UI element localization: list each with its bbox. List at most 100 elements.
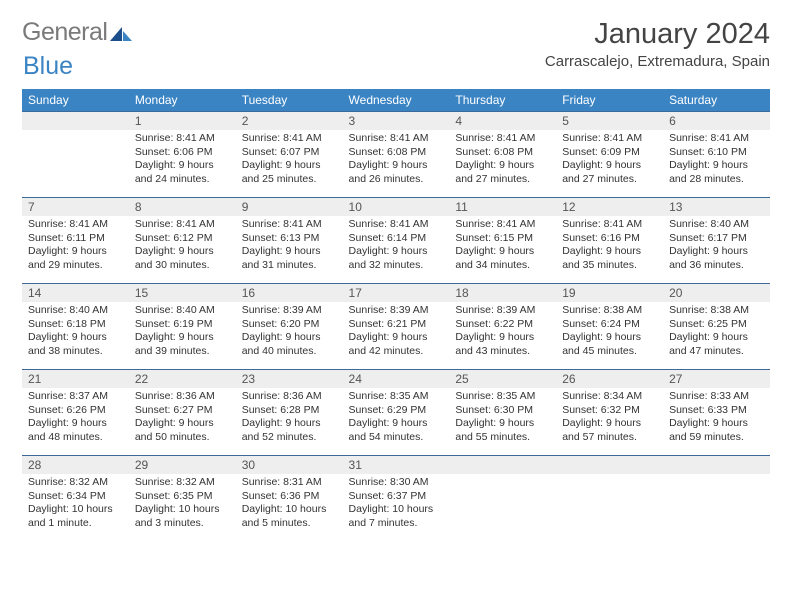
sunset-text: Sunset: 6:14 PM (349, 232, 444, 246)
sunset-text: Sunset: 6:17 PM (669, 232, 764, 246)
day-details: Sunrise: 8:38 AMSunset: 6:25 PMDaylight:… (663, 302, 770, 363)
sunset-text: Sunset: 6:19 PM (135, 318, 230, 332)
sunrise-text: Sunrise: 8:39 AM (349, 304, 444, 318)
day-details: Sunrise: 8:33 AMSunset: 6:33 PMDaylight:… (663, 388, 770, 449)
sunrise-text: Sunrise: 8:40 AM (669, 218, 764, 232)
day-details: Sunrise: 8:39 AMSunset: 6:21 PMDaylight:… (343, 302, 450, 363)
calendar-cell: 19Sunrise: 8:38 AMSunset: 6:24 PMDayligh… (556, 283, 663, 369)
calendar-cell: 28Sunrise: 8:32 AMSunset: 6:34 PMDayligh… (22, 455, 129, 541)
calendar-cell: 7Sunrise: 8:41 AMSunset: 6:11 PMDaylight… (22, 197, 129, 283)
calendar-cell: 2Sunrise: 8:41 AMSunset: 6:07 PMDaylight… (236, 111, 343, 197)
sunrise-text: Sunrise: 8:41 AM (669, 132, 764, 146)
calendar-cell: 24Sunrise: 8:35 AMSunset: 6:29 PMDayligh… (343, 369, 450, 455)
sunrise-text: Sunrise: 8:41 AM (349, 132, 444, 146)
day-details: Sunrise: 8:41 AMSunset: 6:14 PMDaylight:… (343, 216, 450, 277)
day-details: Sunrise: 8:41 AMSunset: 6:13 PMDaylight:… (236, 216, 343, 277)
sunset-text: Sunset: 6:18 PM (28, 318, 123, 332)
daylight-text: Daylight: 9 hours and 52 minutes. (242, 417, 337, 444)
sunset-text: Sunset: 6:12 PM (135, 232, 230, 246)
calendar-cell: 26Sunrise: 8:34 AMSunset: 6:32 PMDayligh… (556, 369, 663, 455)
daylight-text: Daylight: 9 hours and 55 minutes. (455, 417, 550, 444)
sunset-text: Sunset: 6:09 PM (562, 146, 657, 160)
day-number (556, 455, 663, 474)
day-details: Sunrise: 8:41 AMSunset: 6:09 PMDaylight:… (556, 130, 663, 191)
daylight-text: Daylight: 9 hours and 54 minutes. (349, 417, 444, 444)
daylight-text: Daylight: 10 hours and 5 minutes. (242, 503, 337, 530)
daylight-text: Daylight: 10 hours and 7 minutes. (349, 503, 444, 530)
sunrise-text: Sunrise: 8:41 AM (349, 218, 444, 232)
day-details: Sunrise: 8:40 AMSunset: 6:17 PMDaylight:… (663, 216, 770, 277)
day-details: Sunrise: 8:41 AMSunset: 6:12 PMDaylight:… (129, 216, 236, 277)
day-number (22, 111, 129, 130)
day-details: Sunrise: 8:41 AMSunset: 6:06 PMDaylight:… (129, 130, 236, 191)
day-details: Sunrise: 8:41 AMSunset: 6:08 PMDaylight:… (449, 130, 556, 191)
weekday-header: Friday (556, 89, 663, 111)
calendar-cell: 8Sunrise: 8:41 AMSunset: 6:12 PMDaylight… (129, 197, 236, 283)
day-number: 24 (343, 369, 450, 388)
sunrise-text: Sunrise: 8:39 AM (242, 304, 337, 318)
daylight-text: Daylight: 9 hours and 31 minutes. (242, 245, 337, 272)
calendar-cell (663, 455, 770, 541)
daylight-text: Daylight: 9 hours and 42 minutes. (349, 331, 444, 358)
sunrise-text: Sunrise: 8:32 AM (135, 476, 230, 490)
daylight-text: Daylight: 9 hours and 45 minutes. (562, 331, 657, 358)
day-number: 9 (236, 197, 343, 216)
day-number: 21 (22, 369, 129, 388)
day-number: 28 (22, 455, 129, 474)
calendar-cell (556, 455, 663, 541)
day-details: Sunrise: 8:38 AMSunset: 6:24 PMDaylight:… (556, 302, 663, 363)
sunset-text: Sunset: 6:06 PM (135, 146, 230, 160)
weekday-header: Monday (129, 89, 236, 111)
calendar-cell: 29Sunrise: 8:32 AMSunset: 6:35 PMDayligh… (129, 455, 236, 541)
day-number: 13 (663, 197, 770, 216)
sunset-text: Sunset: 6:22 PM (455, 318, 550, 332)
day-details: Sunrise: 8:30 AMSunset: 6:37 PMDaylight:… (343, 474, 450, 535)
calendar-cell: 21Sunrise: 8:37 AMSunset: 6:26 PMDayligh… (22, 369, 129, 455)
daylight-text: Daylight: 10 hours and 1 minute. (28, 503, 123, 530)
day-number: 2 (236, 111, 343, 130)
weekday-header: Wednesday (343, 89, 450, 111)
weekday-header: Thursday (449, 89, 556, 111)
day-number: 17 (343, 283, 450, 302)
sunset-text: Sunset: 6:13 PM (242, 232, 337, 246)
sunset-text: Sunset: 6:10 PM (669, 146, 764, 160)
sunrise-text: Sunrise: 8:38 AM (669, 304, 764, 318)
location-label: Carrascalejo, Extremadura, Spain (545, 53, 770, 70)
day-number: 11 (449, 197, 556, 216)
weekday-header-row: SundayMondayTuesdayWednesdayThursdayFrid… (22, 89, 770, 111)
sunrise-text: Sunrise: 8:32 AM (28, 476, 123, 490)
sunset-text: Sunset: 6:24 PM (562, 318, 657, 332)
sunrise-text: Sunrise: 8:40 AM (135, 304, 230, 318)
day-number: 27 (663, 369, 770, 388)
calendar-cell: 10Sunrise: 8:41 AMSunset: 6:14 PMDayligh… (343, 197, 450, 283)
sunset-text: Sunset: 6:26 PM (28, 404, 123, 418)
calendar-cell: 23Sunrise: 8:36 AMSunset: 6:28 PMDayligh… (236, 369, 343, 455)
weekday-header: Saturday (663, 89, 770, 111)
day-details: Sunrise: 8:41 AMSunset: 6:16 PMDaylight:… (556, 216, 663, 277)
day-number: 26 (556, 369, 663, 388)
calendar-cell: 20Sunrise: 8:38 AMSunset: 6:25 PMDayligh… (663, 283, 770, 369)
calendar-cell: 13Sunrise: 8:40 AMSunset: 6:17 PMDayligh… (663, 197, 770, 283)
sunrise-text: Sunrise: 8:41 AM (135, 218, 230, 232)
sunset-text: Sunset: 6:07 PM (242, 146, 337, 160)
day-details: Sunrise: 8:36 AMSunset: 6:27 PMDaylight:… (129, 388, 236, 449)
day-number: 25 (449, 369, 556, 388)
daylight-text: Daylight: 9 hours and 28 minutes. (669, 159, 764, 186)
sunrise-text: Sunrise: 8:38 AM (562, 304, 657, 318)
day-details: Sunrise: 8:32 AMSunset: 6:34 PMDaylight:… (22, 474, 129, 535)
day-number: 3 (343, 111, 450, 130)
sunset-text: Sunset: 6:27 PM (135, 404, 230, 418)
calendar-cell: 27Sunrise: 8:33 AMSunset: 6:33 PMDayligh… (663, 369, 770, 455)
sunset-text: Sunset: 6:15 PM (455, 232, 550, 246)
calendar-cell: 17Sunrise: 8:39 AMSunset: 6:21 PMDayligh… (343, 283, 450, 369)
calendar-cell: 30Sunrise: 8:31 AMSunset: 6:36 PMDayligh… (236, 455, 343, 541)
day-number: 1 (129, 111, 236, 130)
daylight-text: Daylight: 9 hours and 50 minutes. (135, 417, 230, 444)
day-number: 30 (236, 455, 343, 474)
calendar-cell: 15Sunrise: 8:40 AMSunset: 6:19 PMDayligh… (129, 283, 236, 369)
sunrise-text: Sunrise: 8:36 AM (135, 390, 230, 404)
daylight-text: Daylight: 9 hours and 47 minutes. (669, 331, 764, 358)
sunrise-text: Sunrise: 8:36 AM (242, 390, 337, 404)
sunrise-text: Sunrise: 8:35 AM (455, 390, 550, 404)
sunset-text: Sunset: 6:08 PM (455, 146, 550, 160)
